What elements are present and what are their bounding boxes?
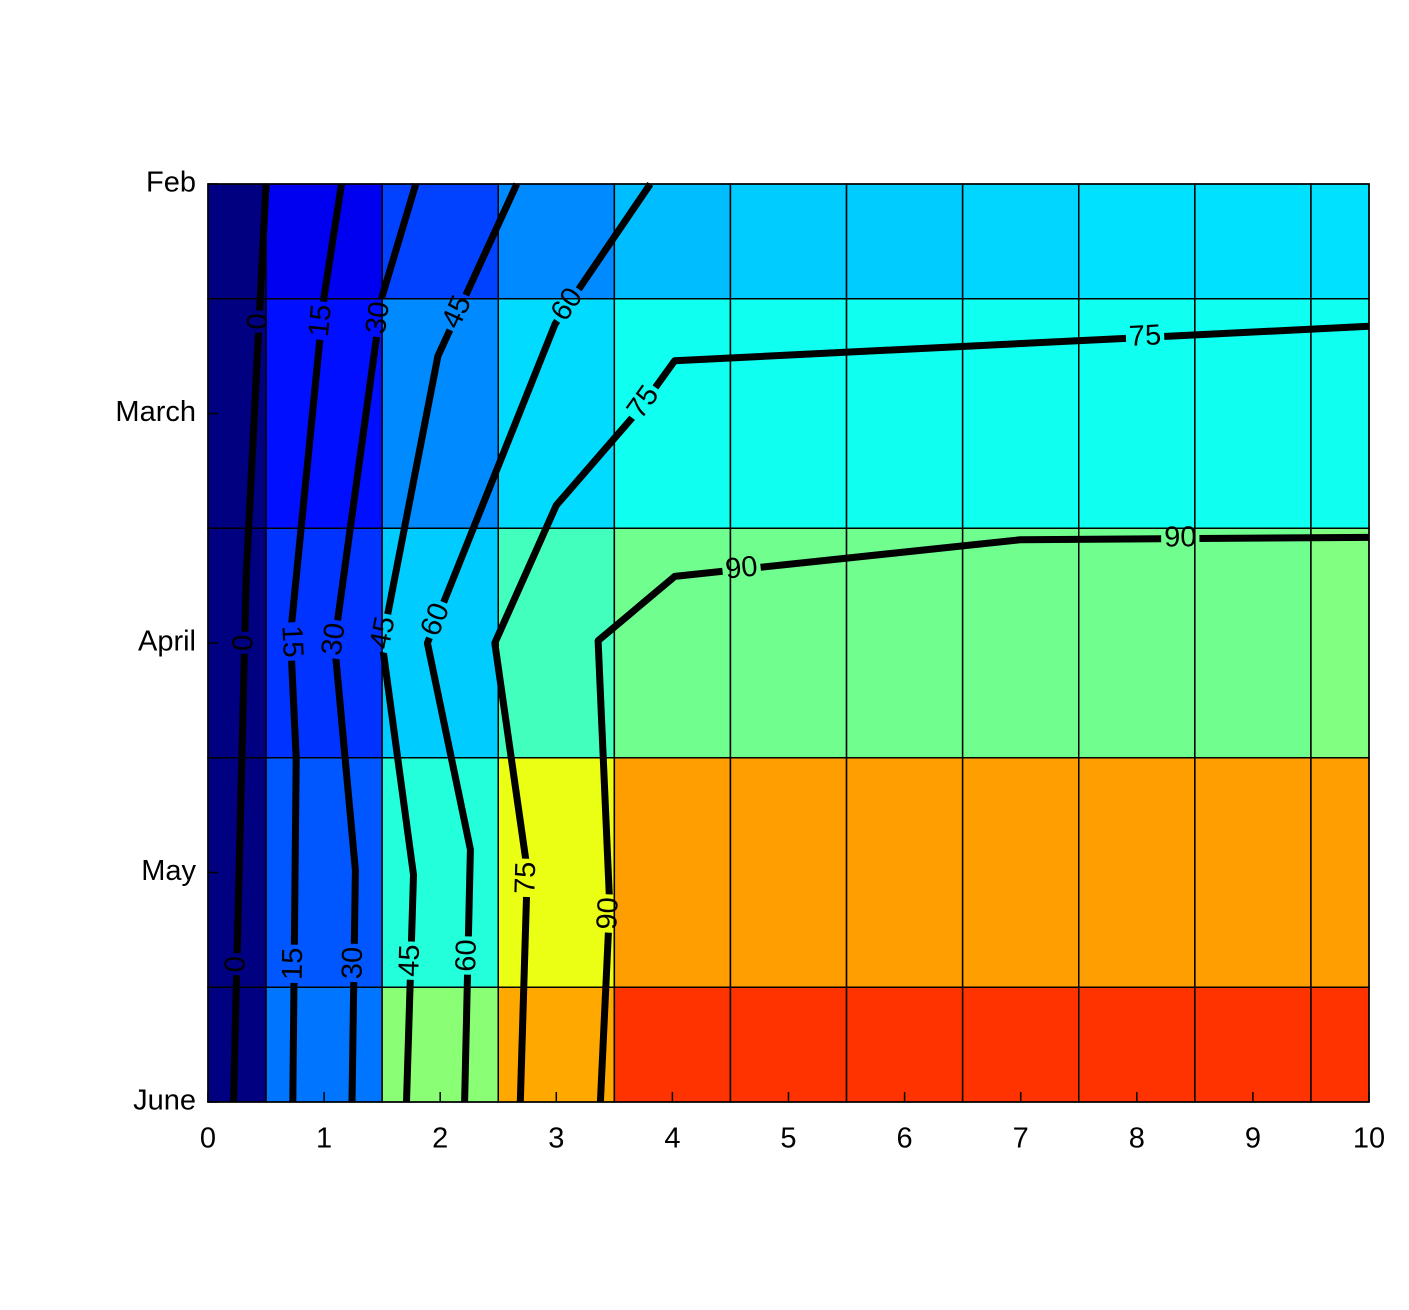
- heatmap-cell: [613, 183, 732, 300]
- heatmap-cell: [729, 986, 848, 1103]
- heatmap-cell: [1078, 757, 1196, 988]
- contour-line: [491, 322, 1370, 1103]
- contour-label: 90: [724, 550, 759, 585]
- heatmap-cell: [845, 757, 964, 988]
- contour-line: [423, 182, 654, 1103]
- x-tick-label: 3: [548, 1123, 564, 1155]
- heatmap-cell: [381, 986, 499, 1103]
- x-tick-label: 2: [432, 1123, 448, 1155]
- heatmap-cell: [265, 986, 383, 1103]
- heatmap-cell: [1194, 527, 1312, 759]
- heatmap-cell: [1078, 183, 1196, 300]
- heatmap-cell: [845, 527, 964, 759]
- heatmap-cell: [1310, 986, 1370, 1103]
- contour-label: 60: [450, 939, 483, 972]
- x-tick-label: 1: [316, 1123, 332, 1155]
- heatmap-cell: [265, 757, 383, 988]
- contour-label: 90: [591, 897, 624, 931]
- heatmap-cell: [1310, 757, 1370, 988]
- heatmap-cell: [613, 986, 732, 1103]
- heatmap-cell: [1194, 986, 1312, 1103]
- heatmap-cell: [1078, 527, 1196, 759]
- contour-line: [378, 182, 520, 1103]
- heatmap-cell: [1310, 527, 1370, 759]
- heatmap-cell: [1194, 757, 1312, 988]
- heatmap-cell: [613, 757, 732, 988]
- heatmap-cell: [1310, 298, 1370, 529]
- contour-label: 30: [316, 621, 352, 657]
- contour-label: 0: [241, 313, 274, 331]
- contour-label: 0: [219, 956, 251, 973]
- heatmap-cell: [497, 986, 616, 1103]
- heatmap-cell: [207, 183, 267, 300]
- y-tick-label: May: [141, 855, 196, 887]
- heatmap-cell: [729, 298, 848, 529]
- heatmap-cell: [961, 183, 1080, 300]
- heatmap-cell: [381, 298, 499, 529]
- y-tick-label: Feb: [146, 167, 196, 199]
- x-tick-label: 6: [897, 1123, 913, 1155]
- heatmap: [207, 183, 1370, 1103]
- heatmap-cell: [265, 527, 383, 759]
- heatmap-cell: [613, 527, 732, 759]
- contours: [230, 182, 1370, 1103]
- heatmap-cell: [729, 757, 848, 988]
- heatmap-cell: [845, 298, 964, 529]
- contour-label: 90: [1164, 521, 1196, 553]
- heatmap-cell: [961, 986, 1080, 1103]
- contour-label: 75: [509, 861, 542, 894]
- contour-label: 15: [303, 303, 338, 338]
- contour-line: [594, 533, 1370, 1103]
- contour-line: [230, 183, 270, 1103]
- x-tick-label: 9: [1245, 1123, 1261, 1155]
- contour-label: 45: [364, 614, 402, 652]
- heatmap-cell: [497, 183, 616, 300]
- contour-label: 0: [227, 634, 259, 651]
- x-tick-label: 4: [664, 1123, 680, 1155]
- contour-line: [331, 182, 420, 1103]
- y-tick-label: March: [115, 396, 196, 428]
- contour-line: [286, 183, 345, 1103]
- x-tick-label: 0: [200, 1123, 216, 1155]
- heatmap-cell: [961, 757, 1080, 988]
- heatmap-cell: [845, 183, 964, 300]
- y-tick-label: June: [133, 1085, 196, 1117]
- contour-label: 15: [277, 948, 309, 981]
- y-tick-label: April: [138, 626, 196, 658]
- x-tick-label: 8: [1129, 1123, 1145, 1155]
- heatmap-cell: [961, 298, 1080, 529]
- heatmap-cell: [1078, 986, 1196, 1103]
- x-tick-label: 5: [780, 1123, 796, 1155]
- heatmap-cell: [729, 183, 848, 300]
- x-tick-label: 10: [1353, 1123, 1385, 1155]
- heatmap-cell: [1310, 183, 1370, 300]
- heatmap-cell: [845, 986, 964, 1103]
- contour-label: 15: [275, 625, 308, 659]
- contour-label: 30: [337, 947, 370, 980]
- contour-label: 30: [360, 300, 396, 336]
- heatmap-cell: [961, 527, 1080, 759]
- heatmap-cell: [1194, 183, 1312, 300]
- contour-label: 45: [393, 944, 426, 977]
- contour-label: 75: [1128, 319, 1162, 353]
- x-tick-label: 7: [1013, 1123, 1029, 1155]
